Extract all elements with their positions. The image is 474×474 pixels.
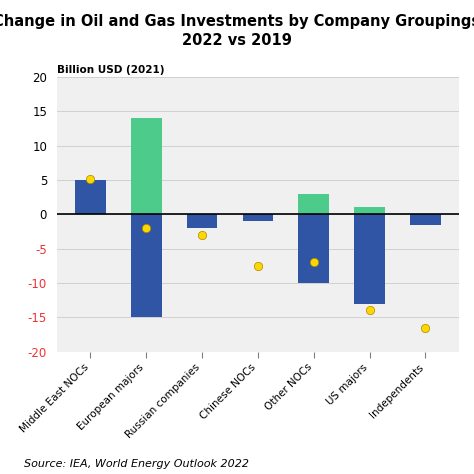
Bar: [354, 214, 385, 303]
Bar: [187, 214, 218, 228]
Bar: [354, 208, 385, 214]
Bar: [299, 214, 329, 283]
Bar: [131, 214, 162, 317]
Text: Source: IEA, World Energy Outlook 2022: Source: IEA, World Energy Outlook 2022: [24, 459, 249, 469]
Bar: [243, 214, 273, 221]
Text: Change in Oil and Gas Investments by Company Groupings: Change in Oil and Gas Investments by Com…: [0, 14, 474, 29]
Bar: [410, 214, 441, 225]
Text: 2022 vs 2019: 2022 vs 2019: [182, 33, 292, 48]
Text: Billion USD (2021): Billion USD (2021): [57, 64, 164, 74]
Bar: [131, 118, 162, 214]
Bar: [299, 194, 329, 214]
Bar: [75, 180, 106, 214]
